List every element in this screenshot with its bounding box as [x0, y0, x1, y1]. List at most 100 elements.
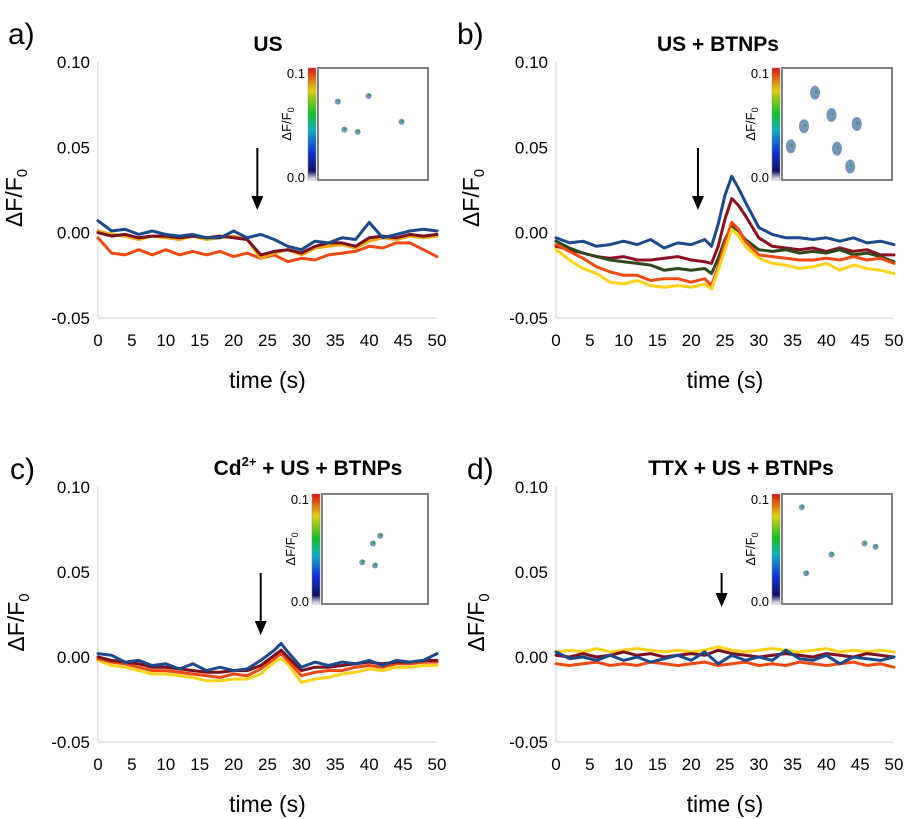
y-axis-title-sub: 0 [14, 169, 31, 177]
x-tick-label: 20 [224, 755, 243, 774]
colorbar-axis-label-main: ΔF/F [279, 112, 294, 140]
panel-d-plot: -0.050.000.050.100 5 10 15 20 25 30 35 40 45 50tim… [463, 478, 903, 817]
cell-signal-spot [861, 540, 868, 547]
cell-signal-spot [377, 532, 384, 539]
x-tick-label: 35 [783, 331, 802, 350]
x-tick-label: 30 [749, 331, 768, 350]
cell-signal-spot [851, 117, 862, 131]
colorbar-min-label: 0.0 [751, 594, 769, 609]
colorbar-axis-label: ΔF/F0 [743, 532, 760, 565]
panel-b-label: b) [457, 18, 484, 51]
cell-signal-speck [801, 505, 804, 508]
x-tick-label: 40 [817, 331, 836, 350]
y-axis-title-sub: 0 [471, 169, 488, 177]
colorbar [771, 493, 781, 605]
series-line-1 [96, 652, 439, 679]
x-axis-title: time (s) [687, 791, 764, 817]
cell-signal-speck [850, 164, 853, 167]
y-tick-label: 0.00 [57, 224, 90, 243]
y-tick-label: 0.05 [57, 138, 90, 157]
x-tick-label: 25 [258, 755, 277, 774]
cell-signal-spot [803, 570, 810, 577]
x-tick-label: 5 [127, 755, 136, 774]
cell-signal-spot [359, 559, 366, 566]
series-line-3 [96, 641, 439, 673]
y-tick-label: 0.00 [57, 648, 90, 667]
panel-c-plot: -0.050.000.050.100 5 10 15 20 25 30 35 40 45 50tim… [3, 478, 446, 817]
stimulus-arrow-head [691, 196, 704, 210]
x-tick-label: 45 [394, 755, 413, 774]
series-line-1 [554, 197, 896, 265]
cell-signal-spot [799, 119, 809, 134]
cell-signal-speck [856, 121, 859, 125]
panel-c-title-sup: 2+ [242, 454, 257, 469]
cell-signal-speck [362, 560, 365, 563]
cell-signal-speck [875, 544, 878, 547]
colorbar-axis-label-main: ΔF/F [283, 537, 298, 565]
y-axis-title: ΔF/F0 [458, 169, 488, 227]
calcium-image-inset [321, 493, 429, 605]
colorbar-axis-label-sub: 0 [750, 107, 760, 112]
cell-signal-speck [831, 112, 834, 116]
colorbar [771, 67, 781, 181]
x-tick-label: 5 [585, 331, 594, 350]
cell-signal-speck [337, 99, 340, 102]
panel-b-title: US + BTNPs [657, 33, 779, 56]
y-tick-label: 0.10 [57, 478, 90, 497]
cell-signal-spot [845, 159, 856, 174]
colorbar-axis-label-main: ΔF/F [743, 112, 758, 140]
y-axis-title: ΔF/F0 [463, 593, 493, 651]
y-tick-label: 0.00 [515, 648, 548, 667]
x-axis-title: time (s) [687, 367, 764, 393]
x-tick-label: 40 [817, 755, 836, 774]
x-tick-label: 30 [292, 331, 311, 350]
series-line-3 [554, 648, 896, 666]
y-tick-label: 0.10 [57, 53, 90, 72]
colorbar-min-label: 0.0 [291, 594, 309, 609]
x-tick-label: 20 [682, 331, 701, 350]
x-axis-title: time (s) [229, 367, 306, 393]
cell-signal-spot [369, 540, 376, 547]
series-line-0 [554, 645, 896, 654]
stimulus-arrow-head [715, 593, 728, 607]
colorbar-axis-label: ΔF/F0 [279, 107, 296, 140]
series-line-0 [96, 236, 439, 264]
x-tick-label: 35 [326, 755, 345, 774]
x-tick-label: 30 [292, 755, 311, 774]
panel-d: d) TTX + US + BTNPs -0.050.000.050.100 5 1… [463, 453, 903, 817]
x-tick-label: 50 [885, 755, 904, 774]
panel-d-label: d) [467, 453, 494, 486]
cell-signal-spot [365, 93, 372, 99]
x-tick-label: 50 [428, 331, 447, 350]
cell-signal-speck [401, 119, 404, 122]
cell-signal-spot [798, 504, 805, 511]
cell-signal-speck [372, 541, 376, 544]
panel-c-title-main: Cd [214, 457, 242, 480]
x-tick-label: 45 [851, 331, 870, 350]
colorbar-min-label: 0.0 [287, 170, 305, 185]
cell-signal-spot [334, 98, 341, 105]
x-tick-label: 15 [648, 331, 667, 350]
panel-c: c) Cd2+ + US + BTNPs -0.050.000.050.100 5… [3, 453, 446, 817]
y-tick-label: -0.05 [509, 733, 548, 752]
x-axis-title: time (s) [229, 791, 306, 817]
colorbar-max-label: 0.1 [287, 66, 305, 81]
stimulus-arrow-head [251, 196, 264, 210]
colorbar-axis-label: ΔF/F0 [743, 107, 760, 140]
panel-b-plot: -0.050.000.050.100 5 10 15 20 25 30 35 40 45 50tim… [458, 53, 903, 393]
x-tick-label: 35 [783, 755, 802, 774]
x-tick-label: 5 [585, 755, 594, 774]
x-tick-label: 35 [326, 331, 345, 350]
colorbar [311, 493, 321, 605]
series-line-3 [96, 219, 439, 252]
cell-signal-spot [341, 126, 348, 133]
x-tick-label: 15 [190, 331, 209, 350]
colorbar-max-label: 0.1 [751, 492, 769, 507]
y-axis-title-sub: 0 [476, 593, 493, 601]
series-line-0 [554, 174, 896, 250]
x-tick-label: 30 [749, 755, 768, 774]
x-tick-label: 45 [394, 331, 413, 350]
panel-c-title: Cd2+ + US + BTNPs [214, 454, 403, 480]
cell-signal-spot [828, 551, 835, 558]
cell-signal-speck [803, 124, 807, 127]
